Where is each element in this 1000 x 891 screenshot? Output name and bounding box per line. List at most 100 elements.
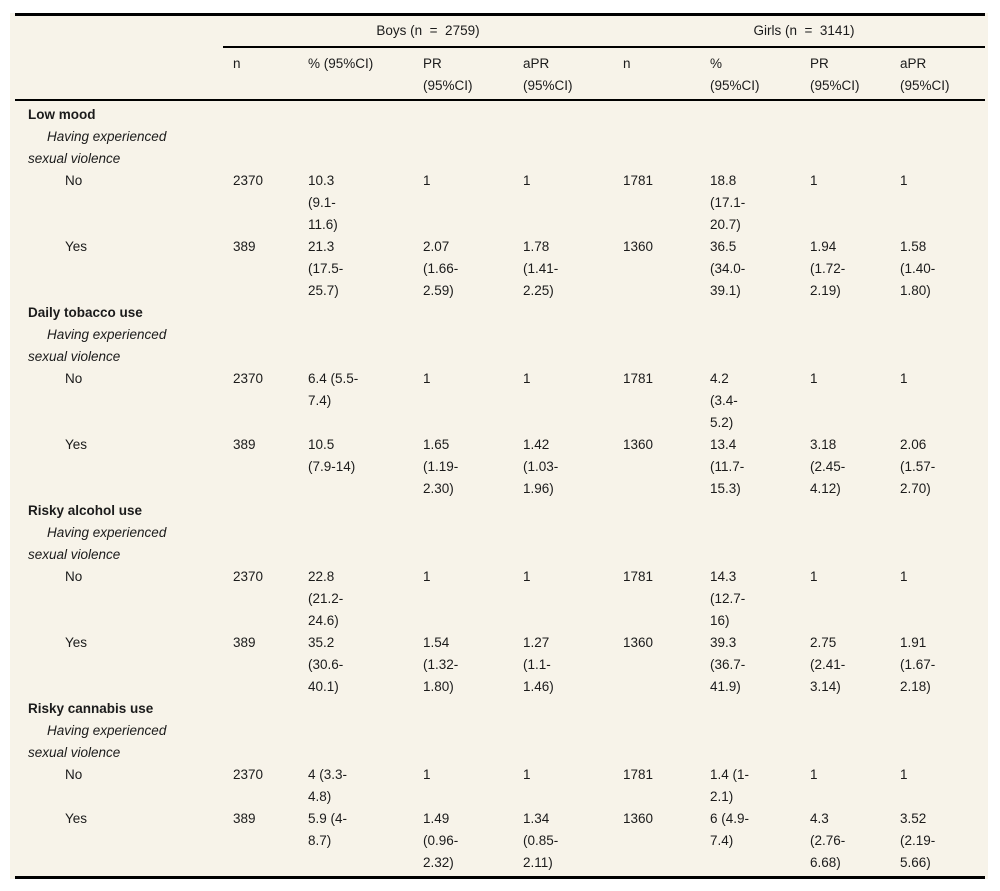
column-header-girls-pr: PR (95%CI) [810, 55, 860, 93]
table-cell: 1.58 (1.40- 1.80) [900, 239, 936, 298]
table-cell: 21.3 (17.5- 25.7) [308, 239, 344, 298]
table-cell: 13.4 (11.7- 15.3) [710, 437, 745, 496]
table-cell: 1781 [623, 371, 654, 386]
table-cell: 1.27 (1.1- 1.46) [523, 635, 554, 694]
subgroup-label: Having experienced sexual violence [28, 129, 167, 166]
table-cell: 3.18 (2.45- 4.12) [810, 437, 846, 496]
table-cell: 1 [523, 569, 531, 584]
row-label: Yes [65, 811, 88, 826]
table-row: Yes 389 35.2 (30.6- 40.1) 1.54 (1.32- 1.80)… [15, 632, 985, 698]
table-cell: 2370 [233, 767, 264, 782]
table-row: Yes 389 10.5 (7.9-14) 1.65 (1.19- 2.30) 1.42… [15, 434, 985, 500]
table-cell: 1.94 (1.72- 2.19) [810, 239, 846, 298]
table-cell: 389 [233, 811, 256, 826]
table-cell: 1360 [623, 239, 654, 254]
table-row: Yes 389 5.9 (4- 8.7) 1.49 (0.96- 2.32) 1.34 … [15, 808, 985, 874]
row-label: No [65, 173, 83, 188]
table-cell: 39.3 (36.7- 41.9) [710, 635, 746, 694]
table-cell: 18.8 (17.1- 20.7) [710, 173, 746, 232]
section-row: Daily tobacco use [15, 302, 985, 324]
table-cell: 1 [900, 371, 908, 386]
table-cell: 1 [810, 569, 818, 584]
table-cell: 36.5 (34.0- 39.1) [710, 239, 746, 298]
column-header-row: n % (95%CI) PR (95%CI) aPR (95%CI) n % (… [15, 48, 985, 99]
table-row: No 2370 10.3 (9.1- 11.6) 1 1 1781 18.8 (17.1- … [15, 170, 985, 236]
table-cell: 1781 [623, 569, 654, 584]
table-cell: 1 [523, 371, 531, 386]
group-header-boys: Boys (n = 2759) [376, 23, 480, 38]
row-label: Yes [65, 239, 88, 254]
table-cell: 1 [900, 767, 908, 782]
table-cell: 1360 [623, 635, 654, 650]
column-header-girls-n: n [623, 55, 631, 71]
section-row: Risky alcohol use [15, 500, 985, 522]
table-cell: 2.06 (1.57- 2.70) [900, 437, 936, 496]
section-title: Risky alcohol use [28, 503, 143, 518]
table-cell: 4.3 (2.76- 6.68) [810, 811, 846, 870]
table-cell: 1 [810, 371, 818, 386]
column-header-boys-n: n [233, 55, 241, 71]
table-cell: 6.4 (5.5- 7.4) [308, 371, 359, 408]
table-cell: 2.75 (2.41- 3.14) [810, 635, 846, 694]
table-cell: 1.4 (1- 2.1) [710, 767, 750, 804]
subgroup-row: Having experienced sexual violence [15, 324, 985, 368]
table-cell: 1360 [623, 811, 654, 826]
section-row: Low mood [15, 104, 985, 126]
table-cell: 389 [233, 437, 256, 452]
section-title: Low mood [28, 107, 96, 122]
row-label: Yes [65, 635, 88, 650]
table-cell: 1.65 (1.19- 2.30) [423, 437, 459, 496]
table-cell: 4.2 (3.4- 5.2) [710, 371, 738, 430]
header-rule [15, 98, 985, 101]
row-label: Yes [65, 437, 88, 452]
table-cell: 5.9 (4- 8.7) [308, 811, 348, 848]
table-cell: 35.2 (30.6- 40.1) [308, 635, 344, 694]
table-cell: 22.8 (21.2- 24.6) [308, 569, 344, 628]
table-cell: 1 [523, 173, 531, 188]
column-header-boys-pct: % (95%CI) [308, 55, 374, 71]
table-cell: 1 [523, 767, 531, 782]
bottom-rule [15, 876, 985, 879]
table-row: No 2370 22.8 (21.2- 24.6) 1 1 1781 14.3 (12.7-… [15, 566, 985, 632]
table-cell: 1 [900, 173, 908, 188]
table-cell: 1 [423, 371, 431, 386]
row-label: No [65, 767, 83, 782]
table-cell: 1 [810, 173, 818, 188]
table-row: No 2370 4 (3.3- 4.8) 1 1 1781 1.4 (1- 2.1) 1 1 [15, 764, 985, 808]
column-header-boys-pr: PR (95%CI) [423, 55, 473, 93]
table-row: No 2370 6.4 (5.5- 7.4) 1 1 1781 4.2 (3.4- 5.2)… [15, 368, 985, 434]
row-label: No [65, 371, 83, 386]
table-cell: 10.3 (9.1- 11.6) [308, 173, 338, 232]
table-cell: 1781 [623, 767, 654, 782]
table-cell: 1360 [623, 437, 654, 452]
table-cell: 389 [233, 635, 256, 650]
table-cell: 2370 [233, 371, 264, 386]
table-cell: 1 [423, 569, 431, 584]
table-cell: 1 [423, 767, 431, 782]
table-cell: 1781 [623, 173, 654, 188]
table-cell: 6 (4.9- 7.4) [710, 811, 750, 848]
group-underline [223, 45, 985, 48]
row-label: No [65, 569, 83, 584]
subgroup-row: Having experienced sexual violence [15, 720, 985, 764]
table-cell: 1 [810, 767, 818, 782]
table-cell: 10.5 (7.9-14) [308, 437, 356, 474]
table-cell: 1 [423, 173, 431, 188]
table-cell: 1.91 (1.67- 2.18) [900, 635, 936, 694]
table-cell: 389 [233, 239, 256, 254]
column-header-girls-apr: aPR (95%CI) [900, 55, 950, 93]
subgroup-label: Having experienced sexual violence [28, 525, 167, 562]
table-cell: 1.49 (0.96- 2.32) [423, 811, 459, 870]
table-cell: 1.42 (1.03- 1.96) [523, 437, 559, 496]
column-header-boys-apr: aPR (95%CI) [523, 55, 573, 93]
table-row: Yes 389 21.3 (17.5- 25.7) 2.07 (1.66- 2.59)… [15, 236, 985, 302]
table-cell: 1.34 (0.85- 2.11) [523, 811, 559, 870]
top-rule [15, 13, 985, 16]
section-row: Risky cannabis use [15, 698, 985, 720]
group-header-girls: Girls (n = 3141) [753, 23, 855, 38]
subgroup-label: Having experienced sexual violence [28, 327, 167, 364]
table-cell: 1 [900, 569, 908, 584]
table-cell: 2370 [233, 569, 264, 584]
table-cell: 14.3 (12.7- 16) [710, 569, 746, 628]
subgroup-label: Having experienced sexual violence [28, 723, 167, 760]
